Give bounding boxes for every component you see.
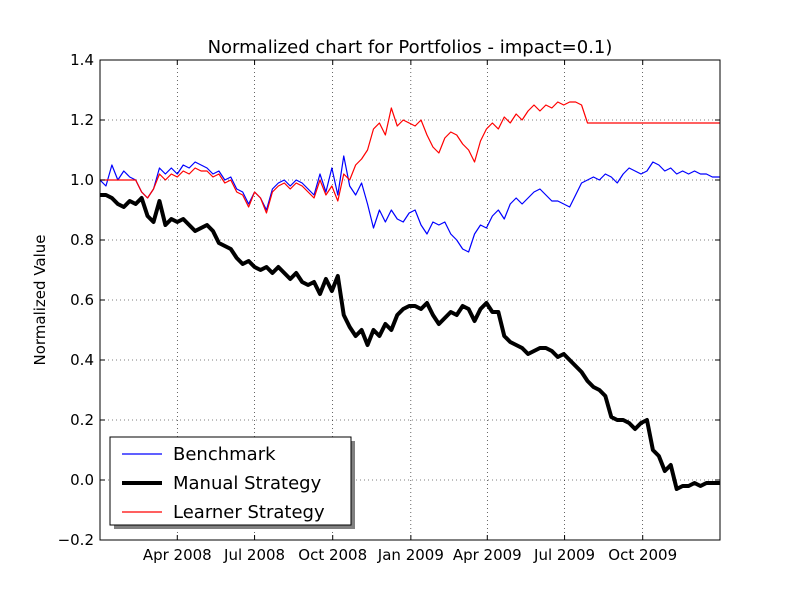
series-line-learner-strategy bbox=[100, 101, 720, 214]
series-lines bbox=[100, 101, 720, 491]
y-tick-label: 0.4 bbox=[70, 351, 94, 369]
y-tick-label: 1.0 bbox=[70, 171, 94, 189]
legend-label-benchmark: Benchmark bbox=[173, 444, 276, 465]
x-tick-label: Apr 2008 bbox=[143, 546, 212, 564]
legend-label-manual-strategy: Manual Strategy bbox=[173, 473, 322, 494]
x-tick-label: Jul 2008 bbox=[223, 546, 285, 564]
x-tick-label: Oct 2009 bbox=[608, 546, 677, 564]
legend: Benchmark Manual Strategy Learner Strategy bbox=[109, 436, 355, 529]
series-line-manual-strategy bbox=[100, 193, 720, 491]
y-tick-label: −0.2 bbox=[58, 531, 94, 549]
y-tick-label: 0.0 bbox=[70, 471, 94, 489]
y-tick-label: 0.8 bbox=[70, 231, 94, 249]
legend-label-learner-strategy: Learner Strategy bbox=[173, 502, 325, 523]
x-tick-label: Oct 2008 bbox=[298, 546, 367, 564]
series-line-benchmark bbox=[100, 155, 720, 253]
x-tick-label: Apr 2009 bbox=[453, 546, 522, 564]
axis-ticks: −0.2 0.0 0.2 0.4 0.6 0.8 1.0 1.2 1.4 Apr 2008 Jul … bbox=[58, 51, 720, 564]
y-tick-label: 1.4 bbox=[70, 51, 94, 69]
y-tick-label: 0.6 bbox=[70, 291, 94, 309]
chart-title: Normalized chart for Portfolios - impact… bbox=[208, 37, 613, 58]
x-tick-label: Jul 2009 bbox=[533, 546, 595, 564]
x-tick-label: Jan 2009 bbox=[377, 546, 444, 564]
y-tick-label: 0.2 bbox=[70, 411, 94, 429]
y-axis-label: Normalized Value bbox=[31, 234, 49, 365]
y-tick-label: 1.2 bbox=[70, 111, 94, 129]
